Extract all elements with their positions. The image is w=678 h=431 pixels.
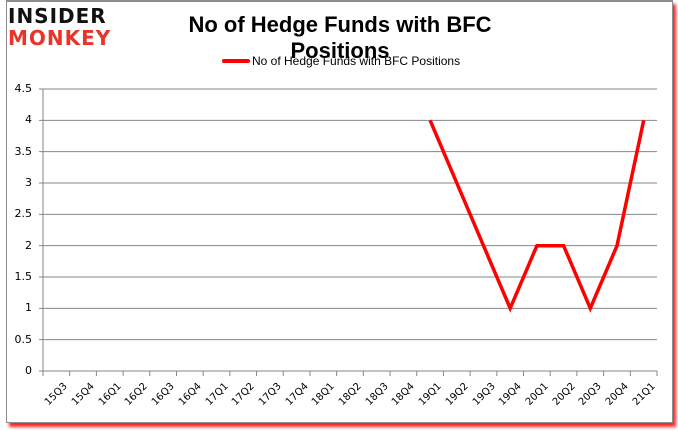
y-tick-label: 3.5 [14,144,33,158]
legend-line-swatch-icon [222,59,250,63]
y-tick-label: 2 [25,238,32,252]
series-line [428,119,646,313]
chart-frame [6,0,673,423]
y-tick-label: 3 [25,176,32,189]
logo-line-2: MONKEY [8,26,112,50]
y-tick-label: 0 [25,364,32,377]
y-tick-label: 4 [25,113,32,127]
y-tick-label: 1 [25,301,32,315]
insider-monkey-logo: INSIDER MONKEY [8,6,130,48]
y-tick-label: 0.5 [14,332,33,346]
y-tick-label: 2.5 [14,207,33,221]
chart-title: No of Hedge Funds with BFC Positions [188,12,492,63]
legend-label: No of Hedge Funds with BFC Positions [252,54,461,68]
logo-line-1: INSIDER [8,4,107,28]
y-tick-label: 4.5 [14,82,33,95]
chart-legend: No of Hedge Funds with BFC Positions [222,54,460,68]
y-tick-label: 1.5 [14,270,33,283]
